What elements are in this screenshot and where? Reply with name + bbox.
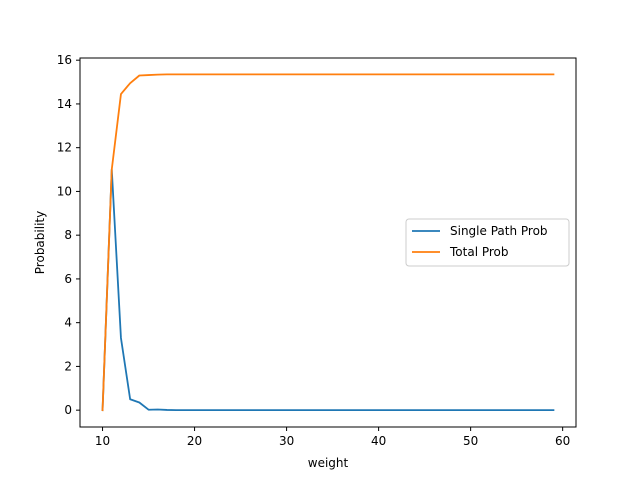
legend: Single Path Prob Total Prob xyxy=(405,218,570,267)
x-tick-label: 20 xyxy=(187,434,202,448)
legend-entry-label: Single Path Prob xyxy=(450,224,548,238)
y-tick-label: 14 xyxy=(57,97,72,111)
legend-entry-label: Total Prob xyxy=(449,245,509,259)
series-line-total-prob xyxy=(101,73,555,412)
y-tick-label: 8 xyxy=(64,228,72,242)
y-tick-label: 2 xyxy=(64,359,72,373)
y-tick-label: 10 xyxy=(57,184,72,198)
y-tick-label: 16 xyxy=(57,53,72,67)
y-tick-label: 4 xyxy=(64,316,72,330)
x-tick-label: 40 xyxy=(371,434,386,448)
y-axis-label: Probability xyxy=(33,211,47,274)
y-tick-label: 0 xyxy=(64,403,72,417)
x-axis: 10 20 30 40 50 60 xyxy=(95,427,570,448)
series-layer xyxy=(101,73,555,412)
x-tick-label: 30 xyxy=(279,434,294,448)
y-axis: 0 2 4 6 8 10 12 14 16 xyxy=(57,53,80,417)
legend-box xyxy=(405,218,570,267)
x-tick-label: 10 xyxy=(95,434,110,448)
x-tick-label: 60 xyxy=(555,434,570,448)
y-tick-label: 12 xyxy=(57,141,72,155)
x-tick-label: 50 xyxy=(463,434,478,448)
series-line-single-path-prob xyxy=(101,168,555,412)
plot-frame xyxy=(79,57,577,428)
y-tick-label: 6 xyxy=(64,272,72,286)
x-axis-label: weight xyxy=(308,456,349,470)
